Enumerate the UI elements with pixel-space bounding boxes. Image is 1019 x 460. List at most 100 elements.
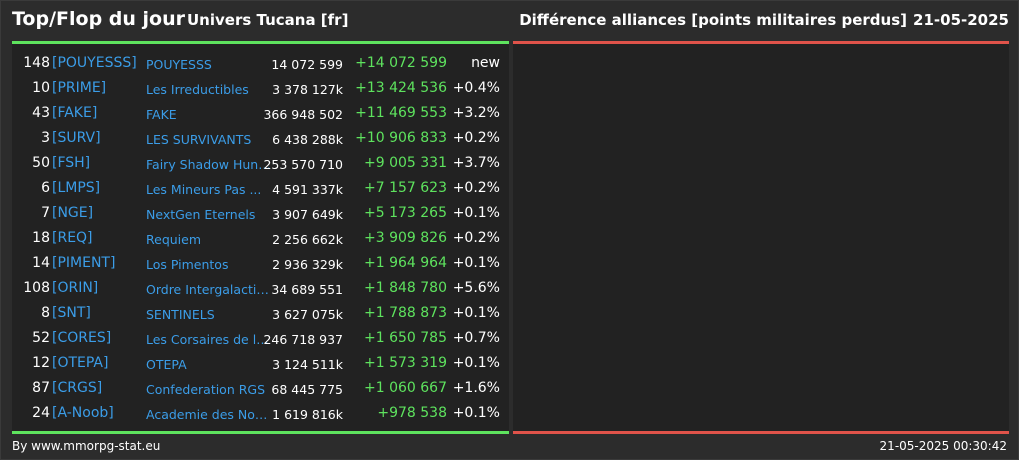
alliance-name-link[interactable]: OTEPA bbox=[146, 357, 187, 372]
list-item: 52 [CORES] Les Corsaires de l_... 246 718 9… bbox=[12, 326, 509, 351]
alliance-rank: 87 bbox=[32, 380, 50, 396]
alliance-tag-link[interactable]: [FSH] bbox=[52, 155, 91, 171]
alliance-points: 2 256 662k bbox=[272, 232, 343, 247]
percent-change: +0.1% bbox=[452, 305, 500, 321]
points-difference: +1 788 873 bbox=[364, 305, 447, 321]
alliance-points: 6 438 288k bbox=[272, 132, 343, 147]
alliance-rank: 12 bbox=[32, 355, 50, 371]
list-item: 50 [FSH] Fairy Shadow Hunte... 253 570 710 +… bbox=[12, 151, 509, 176]
alliance-tag-link[interactable]: [SNT] bbox=[52, 305, 91, 321]
alliance-name-link[interactable]: Fairy Shadow Hunte... bbox=[146, 157, 272, 172]
alliance-tag-link[interactable]: [A-Noob] bbox=[52, 405, 114, 421]
points-difference: +1 964 964 bbox=[364, 255, 447, 271]
alliance-points: 14 072 599 bbox=[271, 57, 343, 72]
alliance-tag-link[interactable]: [CORES] bbox=[52, 330, 112, 346]
alliance-tag-link[interactable]: [LMPS] bbox=[52, 180, 101, 196]
list-item: 24 [A-Noob] Academie des Noob... 1 619 816k… bbox=[12, 401, 509, 426]
alliance-name-link[interactable]: Los Pimentos bbox=[146, 257, 229, 272]
alliance-points: 68 445 775 bbox=[271, 382, 343, 397]
percent-change: +0.1% bbox=[452, 355, 500, 371]
alliance-points: 3 907 649k bbox=[272, 207, 343, 222]
alliance-name-link[interactable]: Les Mineurs Pas ... bbox=[146, 182, 262, 197]
list-item: 8 [SNT] SENTINELS 3 627 075k +1 788 873 +0.1% bbox=[12, 301, 509, 326]
alliance-name-link[interactable]: Academie des Noob... bbox=[146, 407, 272, 422]
alliance-name-link[interactable]: Les Corsaires de l_... bbox=[146, 332, 272, 347]
points-difference: +5 173 265 bbox=[364, 205, 447, 221]
points-difference: +1 060 667 bbox=[364, 380, 447, 396]
points-difference: +13 424 536 bbox=[355, 80, 447, 96]
alliance-rank: 148 bbox=[23, 55, 50, 71]
percent-change: +0.4% bbox=[452, 80, 500, 96]
alliance-tag-link[interactable]: [FAKE] bbox=[52, 105, 98, 121]
alliance-tag-link[interactable]: [PIMENT] bbox=[52, 255, 116, 271]
points-difference: +1 650 785 bbox=[364, 330, 447, 346]
ranking-type-title: Différence alliances [points militaires … bbox=[519, 11, 907, 29]
percent-change: +3.7% bbox=[452, 155, 500, 171]
list-item: 12 [OTEPA] OTEPA 3 124 511k +1 573 319 +0.1% bbox=[12, 351, 509, 376]
percent-change: +0.2% bbox=[452, 180, 500, 196]
list-item: 148 [POUYESSS] POUYESSS 14 072 599 +14 072 5… bbox=[12, 51, 509, 76]
alliance-tag-link[interactable]: [OTEPA] bbox=[52, 355, 109, 371]
top-panel: 148 [POUYESSS] POUYESSS 14 072 599 +14 072 5… bbox=[12, 41, 509, 434]
universe-subtitle: Univers Tucana [fr] bbox=[187, 11, 349, 29]
alliance-tag-link[interactable]: [CRGS] bbox=[52, 380, 103, 396]
alliance-name-link[interactable]: SENTINELS bbox=[146, 307, 215, 322]
list-item: 87 [CRGS] Confederation RGS 68 445 775 +1 06… bbox=[12, 376, 509, 401]
alliance-name-link[interactable]: Ordre Intergalactiqu... bbox=[146, 282, 272, 297]
points-difference: +1 573 319 bbox=[364, 355, 447, 371]
alliance-points: 3 378 127k bbox=[272, 82, 343, 97]
alliance-tag-link[interactable]: [SURV] bbox=[52, 130, 101, 146]
alliance-name-link[interactable]: FAKE bbox=[146, 107, 177, 122]
footer-timestamp: 21-05-2025 00:30:42 bbox=[879, 439, 1007, 453]
alliance-points: 34 689 551 bbox=[271, 282, 343, 297]
list-item: 3 [SURV] LES SURVIVANTS 6 438 288k +10 906 8… bbox=[12, 126, 509, 151]
percent-change: +1.6% bbox=[452, 380, 500, 396]
alliance-points: 3 124 511k bbox=[272, 357, 343, 372]
alliance-rank: 50 bbox=[32, 155, 50, 171]
alliance-tag-link[interactable]: [PRIME] bbox=[52, 80, 107, 96]
alliance-points: 3 627 075k bbox=[272, 307, 343, 322]
list-item: 10 [PRIME] Les Irreductibles 3 378 127k +13 … bbox=[12, 76, 509, 101]
alliance-name-link[interactable]: Confederation RGS bbox=[146, 382, 266, 397]
points-difference: +9 005 331 bbox=[364, 155, 447, 171]
percent-change: +0.1% bbox=[452, 205, 500, 221]
alliance-points: 2 936 329k bbox=[272, 257, 343, 272]
points-difference: +1 848 780 bbox=[364, 280, 447, 296]
alliance-name-link[interactable]: Requiem bbox=[146, 232, 202, 247]
percent-change: +3.2% bbox=[452, 105, 500, 121]
page-title: Top/Flop du jour bbox=[12, 8, 185, 30]
points-difference: +978 538 bbox=[377, 405, 447, 421]
percent-change: new bbox=[471, 55, 500, 71]
alliance-tag-link[interactable]: [NGE] bbox=[52, 205, 94, 221]
header: Top/Flop du jour Univers Tucana [fr] Dif… bbox=[1, 1, 1019, 41]
percent-change: +0.7% bbox=[452, 330, 500, 346]
percent-change: +0.1% bbox=[452, 405, 500, 421]
alliance-rank: 108 bbox=[23, 280, 50, 296]
points-difference: +11 469 553 bbox=[355, 105, 447, 121]
alliance-rank: 24 bbox=[32, 405, 50, 421]
list-item: 14 [PIMENT] Los Pimentos 2 936 329k +1 964 9… bbox=[12, 251, 509, 276]
alliance-tag-link[interactable]: [POUYESSS] bbox=[52, 55, 137, 71]
alliance-points: 1 619 816k bbox=[272, 407, 343, 422]
alliance-points: 253 570 710 bbox=[263, 157, 343, 172]
alliance-tag-link[interactable]: [ORIN] bbox=[52, 280, 99, 296]
alliance-rank: 3 bbox=[41, 130, 50, 146]
alliance-name-link[interactable]: NextGen Eternels bbox=[146, 207, 256, 222]
list-item: 108 [ORIN] Ordre Intergalactiqu... 34 689 5… bbox=[12, 276, 509, 301]
percent-change: +5.6% bbox=[452, 280, 500, 296]
alliance-name-link[interactable]: POUYESSS bbox=[146, 57, 212, 72]
alliance-rank: 8 bbox=[41, 305, 50, 321]
alliance-name-link[interactable]: Les Irreductibles bbox=[146, 82, 249, 97]
alliance-rank: 10 bbox=[32, 80, 50, 96]
points-difference: +3 909 826 bbox=[364, 230, 447, 246]
alliance-tag-link[interactable]: [REQ] bbox=[52, 230, 93, 246]
footer-credit[interactable]: By www.mmorpg-stat.eu bbox=[12, 439, 161, 453]
alliance-points: 246 718 937 bbox=[263, 332, 343, 347]
alliance-rank: 14 bbox=[32, 255, 50, 271]
alliance-name-link[interactable]: LES SURVIVANTS bbox=[146, 132, 252, 147]
flop-panel bbox=[513, 41, 1009, 434]
header-date: 21-05-2025 bbox=[913, 11, 1009, 29]
alliance-points: 4 591 337k bbox=[272, 182, 343, 197]
list-item: 7 [NGE] NextGen Eternels 3 907 649k +5 173 2… bbox=[12, 201, 509, 226]
